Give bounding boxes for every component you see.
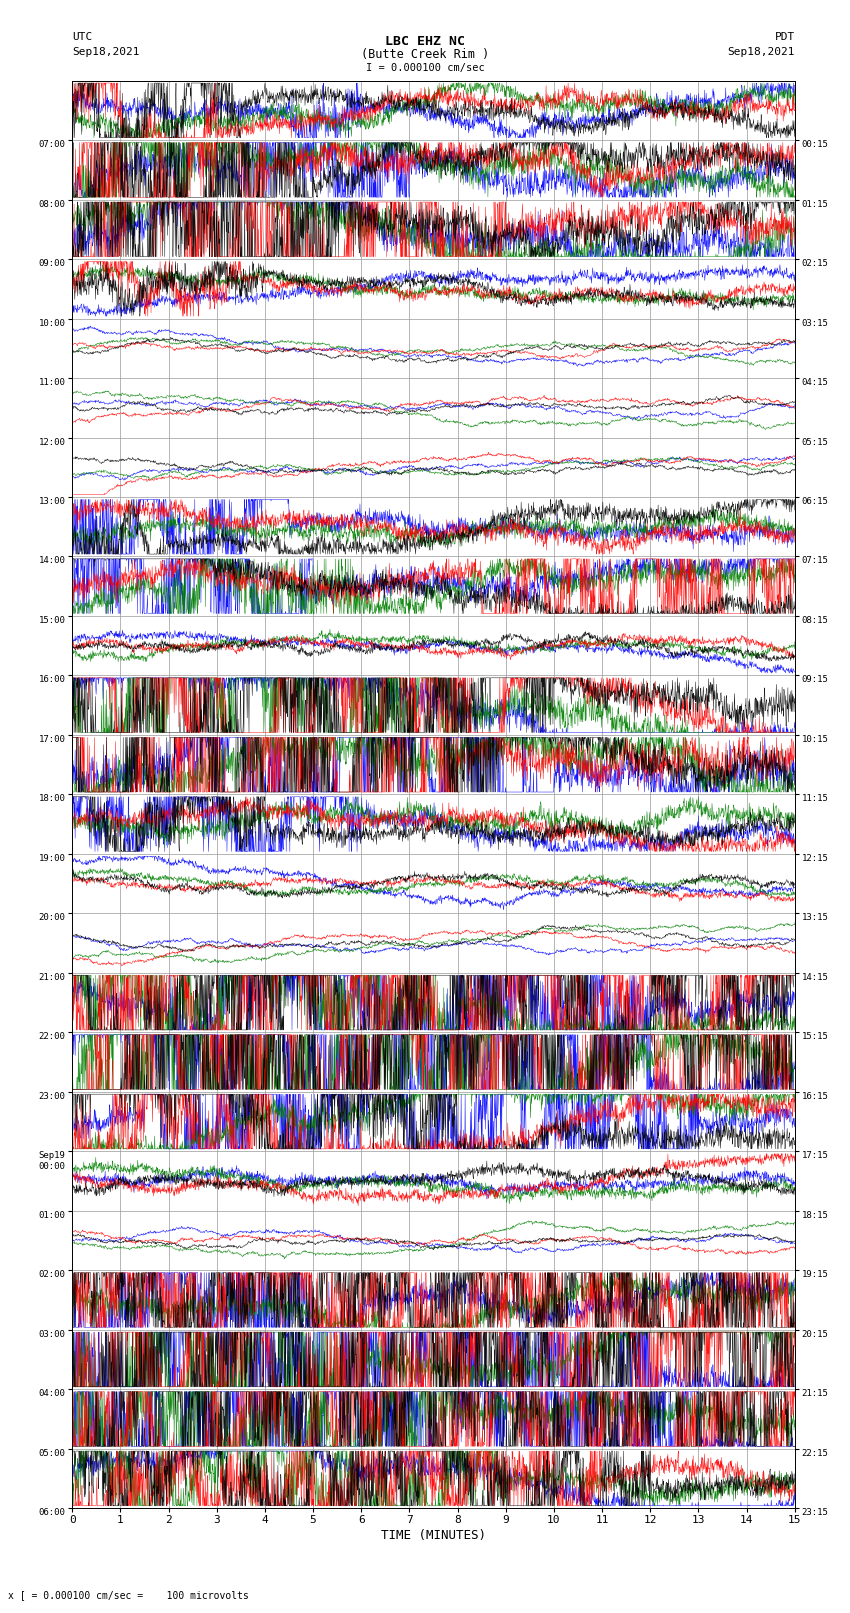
Text: x [ = 0.000100 cm/sec =    100 microvolts: x [ = 0.000100 cm/sec = 100 microvolts — [8, 1590, 249, 1600]
Text: Sep18,2021: Sep18,2021 — [72, 47, 139, 56]
Text: I = 0.000100 cm/sec: I = 0.000100 cm/sec — [366, 63, 484, 73]
Text: PDT: PDT — [774, 32, 795, 42]
X-axis label: TIME (MINUTES): TIME (MINUTES) — [381, 1529, 486, 1542]
Text: UTC: UTC — [72, 32, 93, 42]
Text: Sep18,2021: Sep18,2021 — [728, 47, 795, 56]
Text: (Butte Creek Rim ): (Butte Creek Rim ) — [361, 48, 489, 61]
Text: LBC EHZ NC: LBC EHZ NC — [385, 35, 465, 48]
